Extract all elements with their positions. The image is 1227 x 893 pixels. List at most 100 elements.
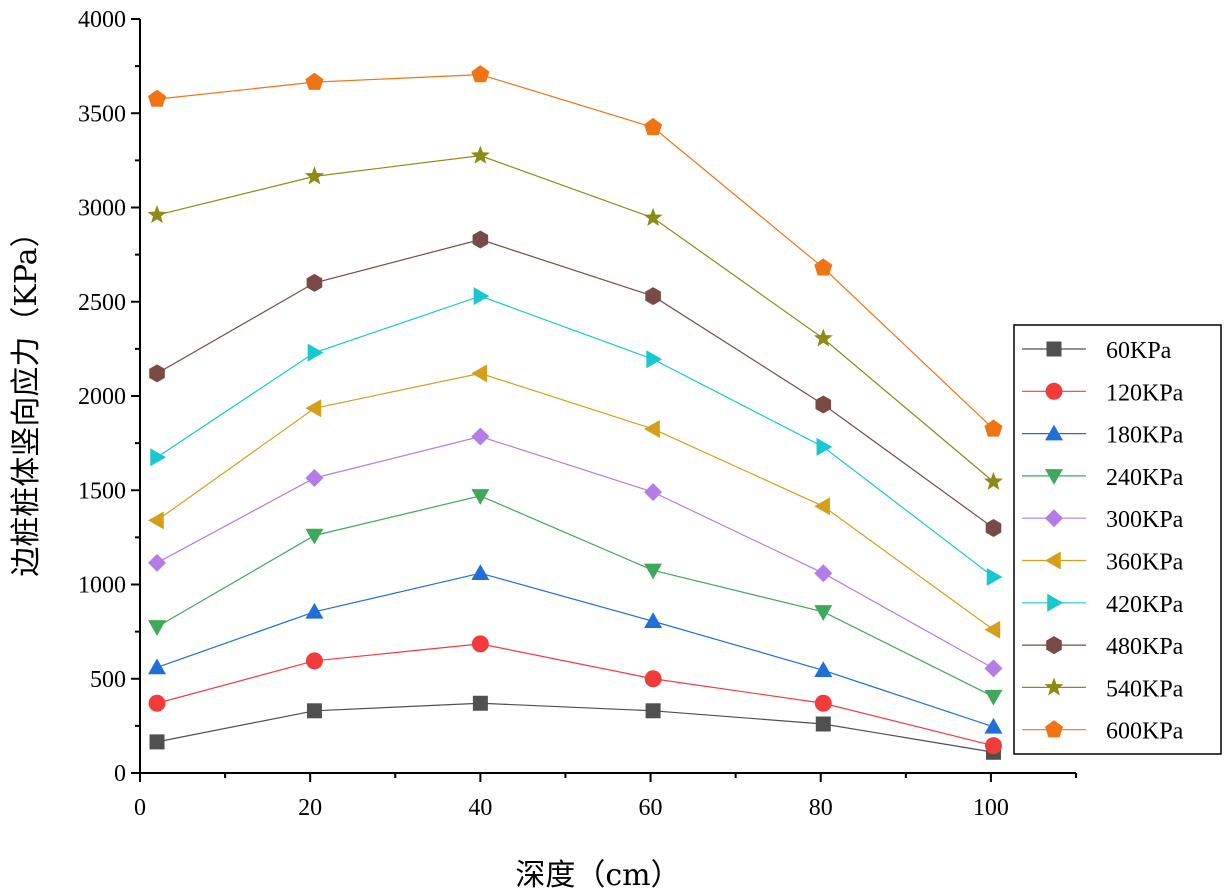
data-point-480kpa: [645, 287, 661, 306]
data-point-420kpa: [986, 567, 1003, 586]
data-point-180kpa: [305, 602, 324, 619]
data-point-120kpa: [148, 694, 166, 712]
data-point-60kpa: [149, 734, 165, 750]
legend-marker: [1045, 469, 1063, 485]
data-point-600kpa: [984, 419, 1003, 437]
data-point-480kpa: [306, 273, 323, 292]
data-point-300kpa: [814, 564, 833, 583]
data-point-300kpa: [471, 427, 490, 446]
series-420kpa: [150, 287, 1003, 586]
data-point-420kpa: [473, 287, 490, 306]
series-120kpa: [148, 635, 1002, 755]
data-point-540kpa: [643, 207, 663, 226]
legend-marker: [1045, 509, 1063, 528]
legend-item-180kpa: 180KPa: [1022, 423, 1184, 449]
y-tick-label: 0: [114, 761, 126, 787]
legend-marker: [1044, 720, 1064, 738]
data-point-120kpa: [644, 670, 662, 688]
data-point-600kpa: [305, 72, 324, 90]
data-point-600kpa: [471, 65, 490, 83]
data-point-120kpa: [984, 737, 1002, 755]
data-point-540kpa: [304, 166, 324, 185]
series-540kpa: [147, 145, 1003, 490]
data-point-60kpa: [645, 703, 661, 719]
data-point-540kpa: [147, 205, 167, 224]
legend-marker: [1046, 636, 1062, 655]
series-line-240kpa: [156, 495, 994, 698]
y-tick-label: 500: [90, 667, 126, 693]
x-tick-label: 100: [973, 795, 1009, 821]
data-point-180kpa: [984, 717, 1003, 734]
series-240kpa: [148, 489, 1003, 706]
data-point-420kpa: [646, 350, 663, 369]
data-point-300kpa: [984, 659, 1003, 678]
legend-label: 120KPa: [1106, 380, 1184, 406]
data-point-180kpa: [471, 564, 490, 580]
data-point-360kpa: [984, 620, 1001, 639]
series-line-480kpa: [156, 238, 994, 529]
legend-marker: [1047, 593, 1063, 612]
series-line-60kpa: [156, 702, 994, 753]
series-line-180kpa: [156, 572, 994, 728]
x-tick-label: 80: [809, 795, 833, 821]
legend-item-420kpa: 420KPa: [1022, 592, 1184, 618]
legend-marker: [1045, 382, 1063, 400]
y-axis-title: 边桩桩体竖向应力（KPa）: [9, 217, 44, 576]
x-tick-label: 20: [298, 795, 322, 821]
legend-label: 360KPa: [1106, 550, 1184, 576]
series-line-420kpa: [156, 295, 994, 578]
series-line-120kpa: [156, 643, 994, 747]
data-point-300kpa: [305, 469, 324, 487]
x-tick-label: 60: [639, 795, 663, 821]
data-point-240kpa: [305, 528, 324, 545]
y-tick-label: 1000: [78, 573, 126, 599]
legend-label: 60KPa: [1106, 338, 1172, 364]
legend-item-120kpa: 120KPa: [1022, 380, 1184, 406]
data-point-600kpa: [147, 89, 167, 107]
series-300kpa: [148, 427, 1003, 678]
data-point-180kpa: [814, 661, 833, 678]
data-point-180kpa: [644, 612, 663, 629]
data-point-300kpa: [148, 553, 167, 572]
series-line-300kpa: [156, 435, 994, 669]
legend-label: 480KPa: [1106, 634, 1184, 660]
data-point-420kpa: [816, 437, 833, 456]
data-point-120kpa: [305, 652, 323, 670]
legend-item-240kpa: 240KPa: [1022, 465, 1184, 491]
y-tick-label: 3500: [78, 101, 126, 127]
legend-marker: [1045, 551, 1061, 570]
legend-label: 540KPa: [1106, 676, 1184, 702]
data-point-240kpa: [644, 563, 663, 580]
series-line-360kpa: [156, 372, 994, 631]
series-line-540kpa: [156, 155, 994, 483]
series-180kpa: [148, 564, 1003, 734]
data-point-60kpa: [472, 695, 488, 711]
data-point-360kpa: [814, 497, 831, 516]
data-point-240kpa: [814, 605, 833, 621]
series-line-600kpa: [156, 74, 994, 430]
data-point-180kpa: [148, 658, 167, 675]
legend-marker: [1045, 424, 1063, 441]
series-360kpa: [148, 364, 1001, 639]
legend-label: 180KPa: [1106, 423, 1184, 449]
legend-marker: [1044, 677, 1064, 696]
data-point-480kpa: [472, 230, 489, 249]
data-point-240kpa: [984, 689, 1003, 706]
data-point-600kpa: [644, 117, 663, 136]
x-tick-label: 40: [468, 795, 492, 821]
data-point-420kpa: [150, 448, 167, 467]
axes-layer: 0 20 40 60 80 1000500100015002000250030003500…: [78, 7, 1077, 821]
series-60kpa: [149, 695, 1001, 760]
data-point-540kpa: [470, 145, 490, 164]
data-point-540kpa: [813, 328, 833, 347]
series-600kpa: [147, 65, 1003, 437]
data-point-240kpa: [148, 620, 167, 636]
legend-item-480kpa: 480KPa: [1022, 634, 1184, 660]
legend-label: 600KPa: [1106, 719, 1184, 745]
series-layer: [147, 65, 1003, 760]
legend-marker: [1046, 341, 1062, 357]
data-point-120kpa: [814, 694, 832, 712]
data-point-360kpa: [644, 419, 660, 438]
data-point-120kpa: [471, 635, 489, 653]
